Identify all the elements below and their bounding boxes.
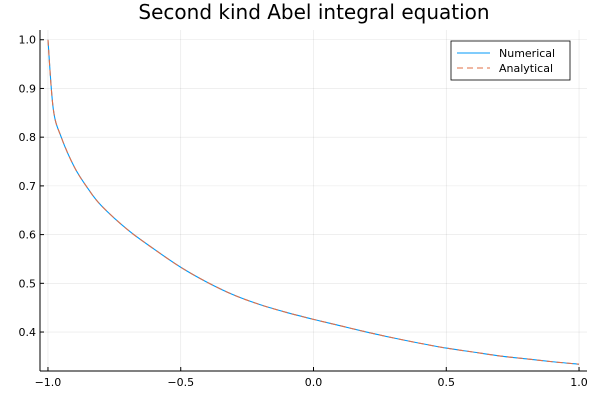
series-line-analytical <box>47 39 580 365</box>
y-tick-label: 0.8 <box>19 131 37 144</box>
y-tick-label: 0.5 <box>19 277 37 290</box>
legend-label: Analytical <box>499 62 553 75</box>
grid <box>40 30 587 371</box>
x-tick-label: 0.0 <box>305 376 323 389</box>
legend: Numerical Analytical <box>450 40 571 81</box>
legend-box <box>450 40 571 81</box>
series-group <box>47 39 580 365</box>
x-tick-label: 1.0 <box>570 376 588 389</box>
x-tick-label: 0.5 <box>438 376 456 389</box>
x-tick-label: −1.0 <box>35 376 62 389</box>
y-tick-label: 1.0 <box>19 34 37 47</box>
legend-label: Numerical <box>499 47 555 60</box>
y-tick-label: 0.7 <box>19 180 37 193</box>
chart-title: Second kind Abel integral equation <box>138 0 489 24</box>
y-tick-label: 0.6 <box>19 229 37 242</box>
ticks: −1.0 −0.5 0.0 0.5 1.0 0.4 0.5 0.6 0.7 0.8 0.9 1.0 <box>19 34 588 389</box>
y-tick-label: 0.4 <box>19 326 37 339</box>
x-tick-label: −0.5 <box>167 376 194 389</box>
y-tick-label: 0.9 <box>19 82 37 95</box>
